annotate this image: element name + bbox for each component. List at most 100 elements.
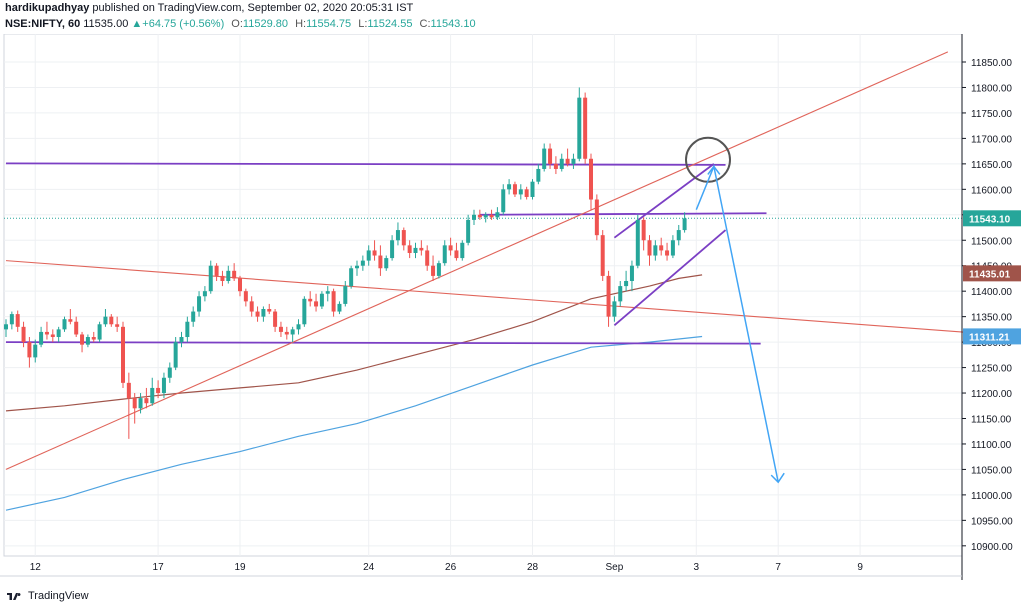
candle-body <box>44 331 49 335</box>
candle-body <box>641 219 646 241</box>
candle-body <box>559 158 564 169</box>
candle-body <box>665 250 670 256</box>
candle-body <box>489 214 494 218</box>
candle-body <box>302 298 307 325</box>
candle-body <box>606 275 611 317</box>
high-value: 11554.75 <box>306 18 352 30</box>
candle-body <box>507 184 512 190</box>
candlestick-chart[interactable]: 10900.00 10950.00 11000.00 11050.00 11100.00… <box>0 34 1024 580</box>
channel-lower <box>613 229 727 326</box>
candle-body <box>594 199 599 236</box>
price-badge-label: 11435.01 <box>969 269 1011 280</box>
close-label: C: <box>419 18 431 30</box>
x-tick-label: 24 <box>363 562 375 573</box>
chart-header: hardikupadhyay published on TradingView.… <box>0 0 1024 34</box>
candle-body <box>384 258 389 269</box>
axes: 10900.00 10950.00 11000.00 11050.00 11100.00… <box>0 34 1021 580</box>
y-tick-label: 11700.00 <box>971 134 1012 145</box>
close-value: 11543.10 <box>430 18 476 30</box>
high-label: H: <box>295 18 307 30</box>
candle-body <box>472 214 476 220</box>
candle-body <box>583 97 588 159</box>
price-badge <box>963 328 1021 345</box>
y-tick-label: 11750.00 <box>971 109 1012 120</box>
candle-body <box>413 247 418 253</box>
candle-body <box>167 367 172 378</box>
candle-body <box>390 240 395 259</box>
candle-body <box>185 321 190 338</box>
candle-body <box>9 314 14 325</box>
price-badge-label: 11543.10 <box>969 214 1011 225</box>
y-tick-label: 11850.00 <box>971 58 1012 69</box>
candle-body <box>220 275 225 281</box>
candle-body <box>337 303 342 312</box>
y-tick-label: 11600.00 <box>971 185 1012 196</box>
candles <box>4 87 687 439</box>
candle-body <box>4 324 8 330</box>
y-tick-label: 11150.00 <box>971 414 1012 425</box>
candle-body <box>378 255 383 269</box>
candle-body <box>197 296 202 312</box>
short-resistance-line <box>479 212 767 216</box>
candle-body <box>419 247 424 251</box>
candle-body <box>103 316 108 325</box>
publish-info: hardikupadhyay published on TradingView.… <box>5 2 413 14</box>
low-label: L: <box>358 18 368 30</box>
candle-body <box>202 291 207 297</box>
lower-support-line <box>5 341 761 345</box>
channel-upper <box>613 163 715 239</box>
y-tick-label: 11250.00 <box>971 364 1012 375</box>
candle-body <box>319 293 324 307</box>
price-badge-label: 11311.21 <box>969 332 1010 343</box>
candle-body <box>85 337 90 345</box>
candle-body <box>62 319 67 330</box>
candle-body <box>132 398 137 409</box>
candle-body <box>80 334 85 345</box>
candle-body <box>536 168 541 182</box>
candle-body <box>577 97 582 159</box>
candle-body <box>542 148 547 169</box>
y-tick-label: 11200.00 <box>971 389 1012 400</box>
candle-body <box>501 189 506 213</box>
candle-body <box>571 158 576 164</box>
y-tick-label: 11800.00 <box>971 83 1012 94</box>
candle-body <box>659 245 664 251</box>
chart-grid <box>3 34 963 557</box>
footer: TradingView <box>6 587 89 605</box>
y-tick-label: 11050.00 <box>971 465 1012 476</box>
y-tick-label: 10900.00 <box>971 542 1013 553</box>
x-tick-label: 28 <box>527 562 539 573</box>
candle-body <box>97 324 102 340</box>
y-tick-label: 11500.00 <box>971 236 1012 247</box>
candle-body <box>343 286 348 304</box>
arrow-head-down <box>770 472 785 484</box>
author-name[interactable]: hardikupadhyay <box>5 2 90 14</box>
candle-body <box>39 331 44 345</box>
candle-body <box>448 245 453 251</box>
candle-body <box>208 265 213 292</box>
x-tick-label: 7 <box>775 562 781 573</box>
last-price: 11535.00 <box>83 18 129 30</box>
highlight-circle <box>685 136 731 183</box>
brand-name[interactable]: TradingView <box>28 590 89 602</box>
candle-body <box>249 301 254 312</box>
candle-body <box>115 324 120 327</box>
candle-body <box>255 311 260 317</box>
moving-averages <box>5 274 703 511</box>
chart-drawings <box>5 51 995 470</box>
candle-body <box>454 250 459 259</box>
candle-body <box>524 189 529 197</box>
candle-body <box>395 230 400 241</box>
candle-body <box>360 260 365 266</box>
candle-body <box>682 218 687 231</box>
candle-body <box>179 337 184 343</box>
candle-body <box>68 319 73 322</box>
arrow-head-up <box>707 165 721 175</box>
open-value: 11529.80 <box>242 18 288 30</box>
y-tick-label: 10950.00 <box>971 516 1013 527</box>
candle-body <box>15 314 20 327</box>
ohlc-legend: NSE:NIFTY, 60 11535.00 ▲+64.75 (+0.56%) … <box>5 18 476 30</box>
candle-body <box>284 331 289 335</box>
x-tick-label: 12 <box>30 562 42 573</box>
x-tick-label: 9 <box>857 562 863 573</box>
